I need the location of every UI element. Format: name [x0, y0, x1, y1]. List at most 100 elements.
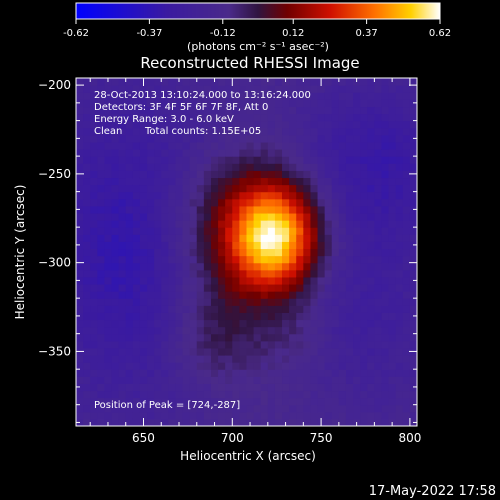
heatmap-cell: [367, 354, 375, 363]
heatmap-cell: [331, 78, 340, 86]
heatmap-cell: [168, 347, 177, 356]
heatmap-cell: [90, 276, 98, 285]
heatmap-cell: [97, 369, 106, 377]
heatmap-cell: [289, 205, 297, 214]
heatmap-cell: [161, 411, 169, 420]
heatmap-cell: [282, 397, 290, 406]
heatmap-cell: [76, 78, 84, 86]
y-tick-label: −300: [38, 256, 71, 270]
heatmap-cell: [345, 397, 354, 406]
heatmap-cell: [161, 78, 169, 86]
annotations: 28-Oct-2013 13:10:24.000 to 13:16:24.000…: [94, 90, 311, 411]
heatmap-cell: [104, 149, 113, 157]
heatmap-cell: [218, 134, 226, 143]
heatmap-cell: [118, 184, 127, 193]
heatmap-cell: [388, 227, 397, 235]
heatmap-cell: [338, 113, 347, 122]
heatmap-cell: [76, 212, 84, 221]
heatmap-cell: [409, 390, 417, 399]
heatmap-cell: [296, 156, 304, 164]
heatmap-cell: [161, 248, 169, 257]
heatmap-cell: [395, 397, 404, 406]
heatmap-cell: [90, 177, 98, 186]
heatmap-cell: [409, 326, 417, 335]
heatmap-cell: [345, 99, 354, 108]
heatmap-cell: [196, 354, 205, 363]
heatmap-cell: [90, 184, 98, 193]
heatmap-cell: [118, 85, 127, 93]
heatmap-cell: [395, 234, 404, 242]
heatmap-cell: [274, 319, 283, 328]
heatmap-cell: [409, 127, 417, 136]
heatmap-cell: [210, 411, 219, 420]
heatmap-cell: [225, 298, 233, 306]
heatmap-cell: [132, 191, 141, 200]
heatmap-cell: [232, 127, 240, 136]
heatmap-cell: [111, 397, 120, 406]
heatmap-cell: [203, 312, 212, 321]
heatmap-cell: [274, 347, 283, 356]
heatmap-cell: [402, 326, 411, 335]
colorbar-tick-label: 0.62: [429, 28, 451, 39]
heatmap-cell: [388, 312, 397, 321]
heatmap-cell: [331, 411, 340, 420]
heatmap-cell: [83, 198, 91, 207]
heatmap-cell: [296, 99, 304, 108]
heatmap-cell: [395, 312, 404, 321]
heatmap-cell: [360, 191, 368, 200]
heatmap-cell: [360, 298, 368, 306]
heatmap-cell: [296, 241, 304, 250]
heatmap-cell: [303, 248, 312, 257]
heatmap-cell: [274, 255, 283, 264]
heatmap-cell: [132, 319, 141, 328]
heatmap-cell: [402, 354, 411, 363]
heatmap-cell: [154, 99, 162, 108]
heatmap-cell: [282, 205, 290, 214]
heatmap-cell: [83, 305, 91, 313]
heatmap-cell: [175, 212, 184, 221]
heatmap-cell: [331, 418, 340, 426]
heatmap-cell: [154, 92, 162, 100]
heatmap-cell: [147, 291, 155, 299]
heatmap-cell: [402, 262, 411, 271]
heatmap-cell: [111, 156, 120, 164]
heatmap-cell: [388, 149, 397, 157]
heatmap-cell: [381, 390, 390, 399]
heatmap-cell: [296, 305, 304, 313]
heatmap-cell: [83, 92, 91, 100]
heatmap-cell: [125, 276, 134, 285]
heatmap-cell: [317, 255, 326, 264]
heatmap-cell: [345, 127, 354, 136]
heatmap-cell: [239, 262, 248, 271]
heatmap-cell: [402, 383, 411, 392]
heatmap-cell: [203, 362, 212, 370]
heatmap-cell: [260, 326, 269, 335]
heatmap-cell: [374, 220, 383, 228]
heatmap-cell: [154, 177, 162, 186]
x-axis-label: Heliocentric X (arcsec): [180, 449, 316, 463]
heatmap-cell: [402, 177, 411, 186]
heatmap-cell: [303, 411, 312, 420]
heatmap-cell: [104, 92, 113, 100]
heatmap-cell: [111, 177, 120, 186]
heatmap-cell: [210, 362, 219, 370]
heatmap-cell: [260, 319, 269, 328]
heatmap-cell: [253, 298, 262, 306]
heatmap-cell: [210, 156, 219, 164]
heatmap-cell: [331, 376, 340, 384]
heatmap-cell: [267, 234, 276, 242]
heatmap-cell: [239, 354, 248, 363]
heatmap-cell: [189, 163, 198, 171]
heatmap-cell: [132, 404, 141, 413]
heatmap-cell: [338, 255, 347, 264]
heatmap-cell: [218, 269, 226, 278]
heatmap-cell: [182, 340, 191, 349]
heatmap-cell: [324, 397, 333, 406]
heatmap-cell: [317, 85, 326, 93]
heatmap-cell: [260, 156, 269, 164]
heatmap-cell: [182, 319, 191, 328]
heatmap-cell: [331, 106, 340, 115]
heatmap-cell: [132, 354, 141, 363]
heatmap-cell: [360, 248, 368, 257]
heatmap-cell: [161, 276, 169, 285]
